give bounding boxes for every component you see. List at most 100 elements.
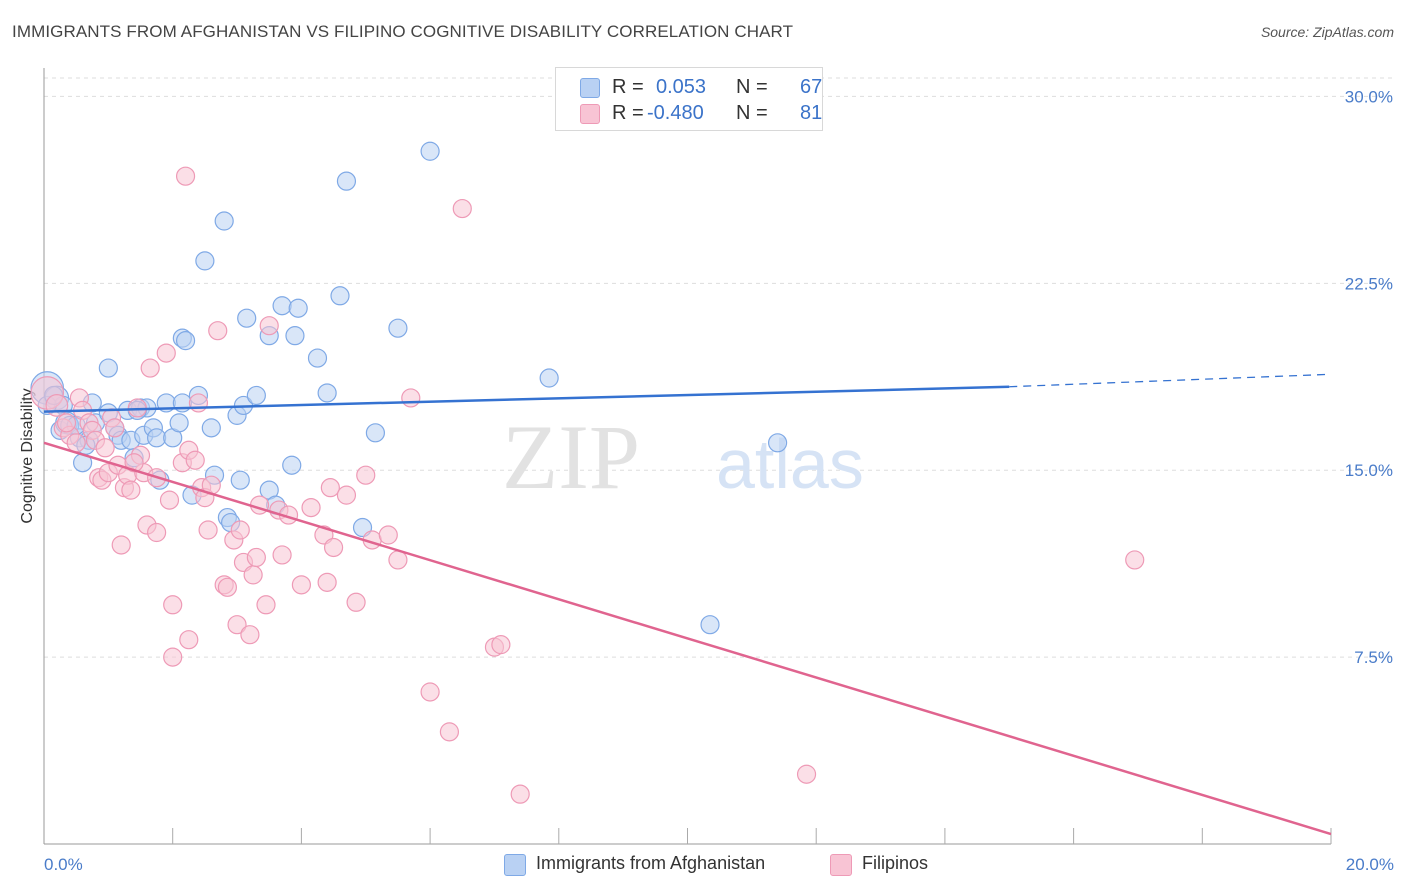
filipinos-point — [491, 635, 511, 655]
legend-r-value: 0.053 — [656, 76, 707, 98]
filipinos-point — [198, 520, 218, 540]
filipinos-point — [388, 550, 408, 570]
filipinos-point — [185, 450, 205, 470]
afghanistan-trend-line — [43, 385, 1010, 413]
filipinos-point — [301, 497, 321, 518]
series-filipinos-points — [30, 166, 1145, 804]
bottom-legend-swatch-blue — [504, 854, 526, 876]
legend-swatch-blue — [580, 78, 600, 98]
watermark-atlas: atlas — [716, 425, 864, 503]
filipinos-point — [439, 722, 460, 742]
afghanistan-point — [214, 211, 234, 231]
afghanistan-point — [169, 413, 189, 433]
axes — [43, 68, 1332, 845]
filipinos-point — [346, 592, 366, 612]
filipinos-point — [452, 198, 472, 219]
filipinos-point — [240, 625, 260, 645]
filipinos-point — [179, 630, 199, 650]
filipinos-trend-line — [43, 441, 1332, 836]
filipinos-point — [1125, 550, 1145, 570]
afghanistan-point — [230, 470, 250, 490]
afghanistan-point — [336, 171, 357, 191]
filipinos-point — [317, 572, 337, 592]
filipinos-point — [45, 394, 69, 417]
filipinos-point — [121, 480, 141, 500]
filipinos-point — [378, 525, 398, 545]
filipinos-point — [147, 522, 167, 543]
filipinos-point — [246, 547, 266, 568]
y-tick-label: 22.5% — [1345, 274, 1393, 293]
legend-n-value: 67 — [800, 76, 823, 98]
y-tick-label: 7.5% — [1354, 648, 1393, 667]
y-tick-label: 15.0% — [1345, 461, 1393, 480]
filipinos-point — [259, 316, 279, 336]
filipinos-point — [796, 764, 817, 784]
chart-title: IMMIGRANTS FROM AFGHANISTAN VS FILIPINO … — [12, 22, 794, 41]
afghanistan-point — [285, 326, 305, 346]
legend-n-label: N = — [736, 102, 768, 124]
afghanistan-point — [246, 385, 266, 406]
legend-swatch-pink — [580, 104, 600, 124]
legend-r-value: -0.480 — [647, 102, 704, 124]
trend-lines — [43, 373, 1332, 836]
bottom-legend-label: Immigrants from Afghanistan — [536, 853, 766, 873]
afghanistan-point — [307, 348, 328, 368]
filipinos-point — [188, 393, 209, 413]
series-afghanistan-points — [30, 141, 788, 635]
filipinos-point — [323, 537, 344, 558]
y-tick-labels: 7.5% 15.0% 22.5% 30.0% — [1345, 87, 1393, 667]
filipinos-point — [256, 595, 276, 615]
afghanistan-trend-extension — [1009, 373, 1332, 388]
filipinos-point — [208, 321, 228, 341]
bottom-legend-label: Filipinos — [862, 853, 929, 873]
afghanistan-point — [317, 383, 337, 403]
filipinos-point — [217, 577, 237, 597]
filipinos-point — [420, 682, 440, 702]
afghanistan-point — [330, 286, 350, 306]
afghanistan-point — [237, 308, 257, 328]
afghanistan-point — [420, 141, 440, 161]
filipinos-point — [95, 438, 115, 458]
afghanistan-point — [175, 331, 196, 351]
source-credit: Source: ZipAtlas.com — [1260, 24, 1394, 40]
filipinos-point — [159, 490, 180, 510]
afghanistan-point — [98, 358, 118, 378]
filipinos-point — [272, 545, 292, 565]
afghanistan-point — [282, 455, 302, 475]
afghanistan-point — [700, 615, 720, 635]
filipinos-point — [111, 535, 131, 555]
legend-r-label: R = — [612, 76, 644, 98]
legend: R = 0.053 N = 67 R = -0.480 N = 81 — [555, 67, 823, 131]
filipinos-point — [156, 343, 176, 363]
afghanistan-point — [767, 433, 788, 453]
filipinos-point — [175, 166, 196, 186]
x-tick-max: 20.0% — [1346, 855, 1394, 874]
afghanistan-point — [388, 318, 408, 338]
filipinos-point — [291, 575, 311, 595]
filipinos-point — [140, 358, 160, 378]
filipinos-point — [56, 413, 77, 433]
filipinos-point — [163, 647, 183, 667]
afghanistan-point — [201, 418, 221, 438]
afghanistan-point — [147, 428, 167, 448]
filipinos-point — [66, 433, 86, 453]
filipinos-point — [320, 478, 340, 498]
afghanistan-point — [539, 368, 559, 388]
filipinos-point — [230, 520, 250, 540]
bottom-legend-swatch-pink — [830, 854, 852, 876]
afghanistan-point — [195, 251, 215, 271]
filipinos-point — [336, 485, 357, 505]
watermark-zip: ZIP — [502, 406, 640, 508]
y-tick-label: 30.0% — [1345, 87, 1393, 106]
filipinos-point — [510, 784, 530, 804]
filipinos-point — [243, 565, 263, 585]
filipinos-point — [401, 388, 421, 408]
legend-n-label: N = — [736, 76, 768, 98]
x-tick-min: 0.0% — [44, 855, 83, 874]
filipinos-point — [356, 465, 376, 485]
afghanistan-point — [288, 298, 308, 318]
legend-r-label: R = — [612, 102, 644, 124]
filipinos-point — [227, 615, 247, 635]
filipinos-point — [124, 453, 144, 473]
